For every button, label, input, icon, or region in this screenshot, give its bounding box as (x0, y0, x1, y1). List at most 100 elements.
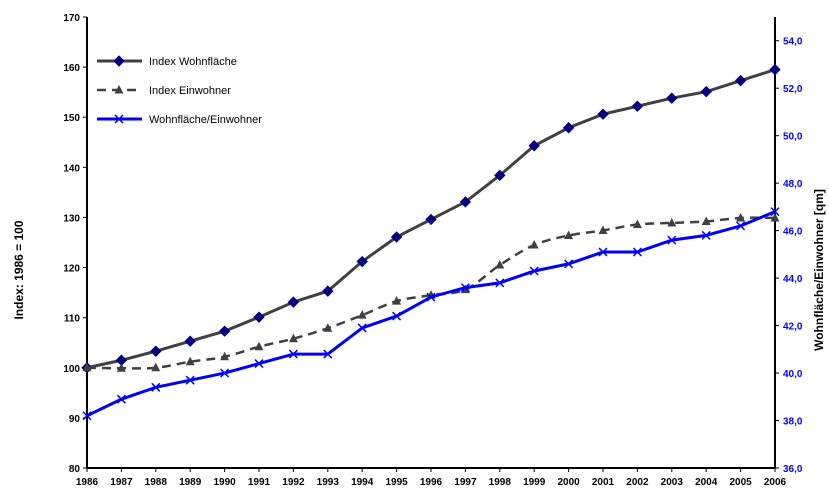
y-tick-label-left: 90 (69, 414, 81, 425)
marker-triangle (185, 356, 195, 366)
marker-diamond (425, 213, 437, 226)
y-tick-label-right: 38,0 (783, 417, 803, 428)
marker-x (426, 292, 436, 302)
y-tick-label-left: 130 (63, 213, 80, 224)
marker-x (667, 235, 677, 245)
legend-item: Index Einwohner (97, 85, 231, 97)
marker-triangle (392, 296, 402, 305)
legend-item: Wohnfläche/Einwohner (97, 114, 262, 126)
y-tick-label-right: 52,0 (783, 84, 803, 95)
marker-x (564, 259, 574, 269)
marker-diamond (734, 74, 747, 87)
marker-triangle (116, 363, 126, 372)
legend: Index Wohnfläche Index Einwohner Wohnfläch… (97, 55, 262, 126)
marker-triangle (82, 362, 92, 372)
marker-triangle (598, 225, 608, 234)
y-tick-label-left: 160 (63, 63, 80, 74)
x-tick-label: 1993 (317, 477, 340, 488)
y-tick-label-right: 46,0 (783, 227, 803, 238)
y-tick-label-left: 120 (63, 264, 80, 275)
y-tick-label-right: 48,0 (783, 179, 803, 190)
marker-diamond (150, 345, 162, 357)
marker-triangle (701, 216, 711, 225)
marker-x (82, 411, 92, 421)
y-tick-label-right: 40,0 (783, 369, 803, 380)
y-tick-label-left: 170 (63, 13, 80, 24)
y-tick-label-left: 150 (63, 113, 80, 124)
marker-triangle (323, 323, 333, 332)
x-tick-label: 1992 (282, 477, 305, 488)
marker-x (185, 375, 195, 385)
marker-x (220, 368, 230, 378)
marker-diamond (666, 92, 678, 104)
marker-x (770, 207, 780, 217)
marker-triangle (220, 351, 230, 361)
marker-triangle (495, 260, 505, 269)
x-tick-label: 2000 (557, 477, 580, 488)
marker-diamond (113, 55, 125, 67)
y-axis-left-title: Index: 1986 = 100 (12, 220, 26, 319)
marker-triangle (114, 85, 124, 94)
marker-diamond (322, 285, 334, 297)
x-tick-label: 1994 (351, 477, 374, 488)
marker-diamond (459, 196, 472, 208)
marker-x (116, 394, 126, 404)
marker-x (114, 114, 124, 124)
x-tick-label: 1987 (110, 477, 133, 488)
x-tick-label: 1988 (145, 477, 168, 488)
marker-x (288, 349, 298, 359)
y-tick-label-left: 100 (63, 364, 80, 375)
x-tick-label: 2005 (729, 477, 752, 488)
marker-x (151, 382, 161, 392)
y-axis-right-title: Wohnfläche/Einwohner [qm] (812, 189, 826, 351)
marker-diamond (218, 325, 231, 337)
marker-x (736, 221, 746, 231)
marker-x (495, 278, 505, 288)
marker-triangle (357, 310, 367, 319)
marker-triangle (288, 333, 298, 343)
x-tick-label: 1989 (179, 477, 202, 488)
marker-diamond (769, 63, 781, 76)
y-tick-label-left: 140 (63, 163, 80, 174)
x-tick-label: 2003 (661, 477, 684, 488)
legend-label: Wohnfläche/Einwohner (149, 114, 262, 126)
marker-x (460, 283, 470, 293)
marker-diamond (700, 85, 712, 98)
y-tick-label-right: 36,0 (783, 464, 803, 475)
marker-diamond (597, 108, 609, 120)
marker-diamond (356, 255, 368, 268)
legend-label: Index Wohnfläche (149, 56, 237, 68)
x-tick-label: 1986 (76, 477, 99, 488)
x-tick-label: 2006 (764, 477, 787, 488)
legend-item: Index Wohnfläche (97, 55, 237, 68)
marker-x (323, 349, 333, 359)
series-index-einwohner (82, 212, 780, 372)
legend-label: Index Einwohner (149, 85, 231, 97)
series-line (86, 210, 776, 418)
x-tick-label: 1999 (523, 477, 546, 488)
series-index-wohnfl-che (81, 63, 781, 374)
marker-triangle (564, 230, 574, 239)
marker-diamond (390, 231, 403, 243)
series-wohnfl-che-einwohner (82, 207, 780, 421)
marker-x (529, 266, 539, 276)
marker-diamond (528, 140, 540, 152)
marker-triangle (667, 217, 677, 227)
y-tick-label-right: 44,0 (783, 274, 803, 285)
marker-triangle (632, 219, 642, 228)
axes: 80 90 100 110 120 130 140 150 160 170 36,0 38,0 40,0… (63, 13, 803, 488)
y-tick-label-right: 50,0 (783, 132, 803, 143)
y-tick-label-left: 110 (64, 314, 81, 325)
x-tick-label: 1990 (213, 477, 236, 488)
marker-x (701, 230, 711, 240)
y-tick-label-right: 54,0 (783, 37, 803, 48)
marker-diamond (494, 169, 506, 182)
series-line (86, 216, 776, 370)
marker-diamond (253, 311, 265, 323)
marker-triangle (736, 212, 746, 222)
marker-diamond (184, 335, 196, 347)
x-tick-label: 1995 (385, 477, 408, 488)
marker-x (254, 359, 264, 369)
x-tick-label: 2001 (592, 477, 615, 488)
